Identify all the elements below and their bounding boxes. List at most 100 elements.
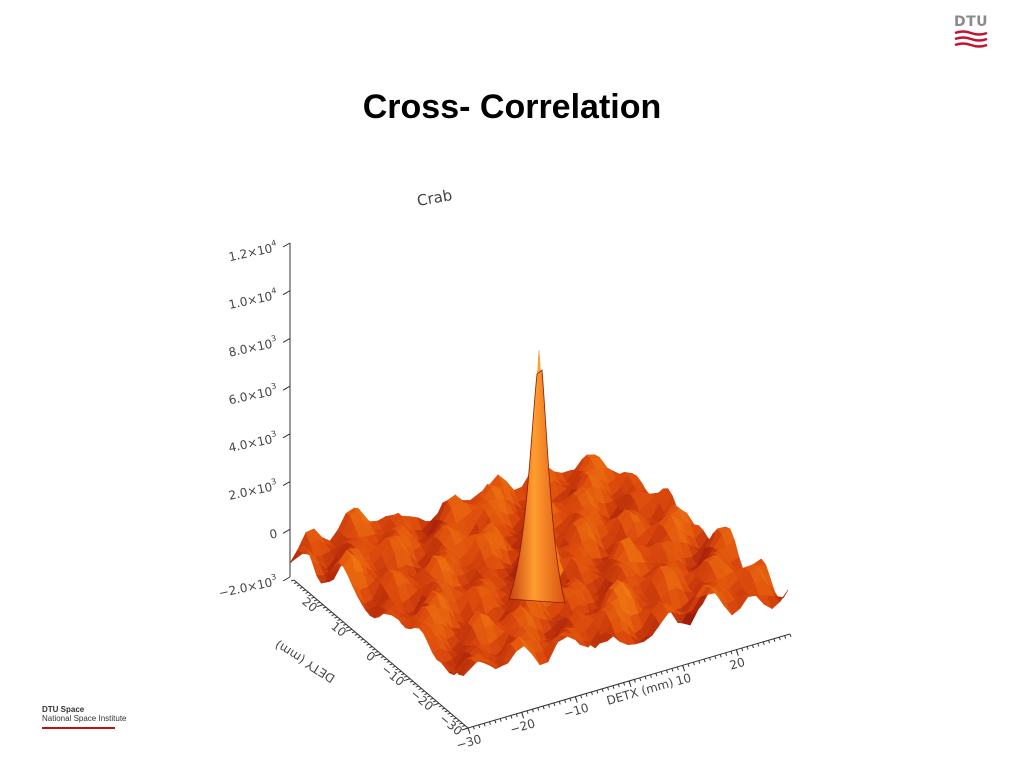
slide-title: Cross- Correlation [362, 88, 662, 126]
dtu-logo: DTU [954, 14, 988, 53]
y-minor-tick [459, 722, 463, 725]
z-tick-label: 1.2×104 [227, 238, 279, 264]
footer-subtitle: National Space Institute [42, 714, 127, 723]
x-minor-tick [617, 683, 620, 688]
y-minor-tick [464, 727, 469, 730]
y-minor-tick [325, 609, 329, 612]
x-minor-tick [623, 682, 626, 686]
z-tick-label: 2.0×103 [227, 477, 279, 503]
x-tick-label: 10 [674, 671, 693, 689]
y-minor-tick [430, 697, 434, 700]
y-minor-tick [377, 653, 382, 656]
z-tick-mark [282, 481, 291, 487]
x-minor-tick [730, 651, 733, 655]
footer-branding: DTU Space National Space Institute [42, 705, 127, 729]
x-minor-tick [580, 694, 583, 699]
x-minor-tick [751, 644, 754, 649]
y-minor-tick [328, 611, 332, 614]
x-minor-tick [596, 690, 599, 694]
y-minor-tick [369, 646, 373, 649]
y-minor-tick [386, 660, 390, 663]
x-minor-tick [585, 693, 588, 697]
y-minor-tick [348, 628, 353, 631]
x-minor-tick [735, 649, 738, 653]
y-minor-tick [316, 601, 321, 604]
x-tick-label: −30 [455, 732, 483, 752]
x-minor-tick [628, 680, 631, 685]
z-tick-label: 4.0×103 [227, 429, 279, 455]
x-minor-tick [564, 699, 567, 703]
y-minor-tick [308, 594, 312, 597]
z-tick-mark [282, 433, 291, 439]
y-minor-tick [418, 688, 422, 691]
y-minor-tick [360, 638, 364, 641]
y-tick-label: −10 [379, 662, 407, 689]
y-minor-tick [444, 710, 448, 713]
y-minor-tick [374, 651, 379, 654]
z-tick-label: 1.0×104 [227, 286, 279, 312]
z-tick-mark [282, 576, 291, 582]
y-tick-label: 10 [328, 619, 349, 640]
x-minor-tick [542, 705, 545, 710]
x-minor-tick [789, 633, 792, 638]
y-minor-tick [363, 641, 367, 644]
y-minor-tick [392, 665, 396, 668]
x-minor-tick [483, 723, 486, 727]
y-minor-tick [293, 581, 298, 584]
x-minor-tick [521, 712, 524, 716]
x-minor-tick [714, 655, 717, 660]
surface-layer [289, 350, 789, 676]
y-minor-tick [299, 586, 303, 589]
x-minor-tick [526, 710, 529, 714]
y-minor-tick [447, 712, 451, 715]
y-minor-tick [421, 690, 425, 693]
y-minor-tick [401, 673, 405, 676]
x-tick-label: −20 [508, 716, 536, 736]
z-tick-mark [282, 242, 291, 248]
x-minor-tick [467, 727, 470, 732]
surface-patch [774, 589, 789, 603]
x-minor-tick [768, 640, 771, 644]
y-tick-label: 0 [363, 649, 378, 665]
y-tick-label: −30 [437, 711, 465, 738]
x-minor-tick [692, 662, 695, 666]
x-minor-tick [660, 671, 663, 675]
x-minor-tick [494, 720, 497, 724]
y-tick-label: 20 [299, 594, 320, 615]
x-minor-tick [725, 652, 728, 656]
x-minor-tick [607, 687, 610, 691]
x-minor-tick [612, 685, 615, 689]
y-minor-tick [383, 658, 387, 661]
y-minor-tick [415, 685, 419, 688]
x-minor-tick [569, 698, 572, 702]
y-minor-tick [432, 700, 437, 703]
y-minor-tick [441, 707, 445, 710]
y-minor-tick [403, 675, 408, 678]
y-minor-tick [302, 589, 306, 592]
y-minor-tick [334, 616, 338, 619]
y-minor-tick [343, 623, 347, 626]
logo-wave-icon [954, 30, 988, 48]
x-minor-tick [666, 669, 669, 674]
x-minor-tick [478, 724, 481, 729]
logo-text: DTU [954, 14, 989, 30]
y-minor-tick [340, 621, 344, 624]
x-minor-tick [505, 716, 508, 721]
x-minor-tick [515, 713, 518, 718]
y-minor-tick [354, 633, 358, 636]
footer-bar [42, 727, 115, 729]
footer-org: DTU Space [42, 705, 85, 714]
x-minor-tick [676, 666, 679, 671]
x-minor-tick [687, 663, 690, 667]
x-minor-tick [709, 657, 711, 661]
x-minor-tick [633, 679, 636, 683]
y-minor-tick [322, 606, 327, 609]
z-tick-label: 8.0×103 [227, 334, 279, 360]
x-minor-tick [649, 674, 652, 678]
correlation-peak [508, 369, 566, 604]
y-minor-tick [351, 631, 356, 634]
y-minor-tick [366, 643, 370, 646]
y-minor-tick [438, 705, 443, 708]
y-minor-tick [409, 680, 414, 683]
